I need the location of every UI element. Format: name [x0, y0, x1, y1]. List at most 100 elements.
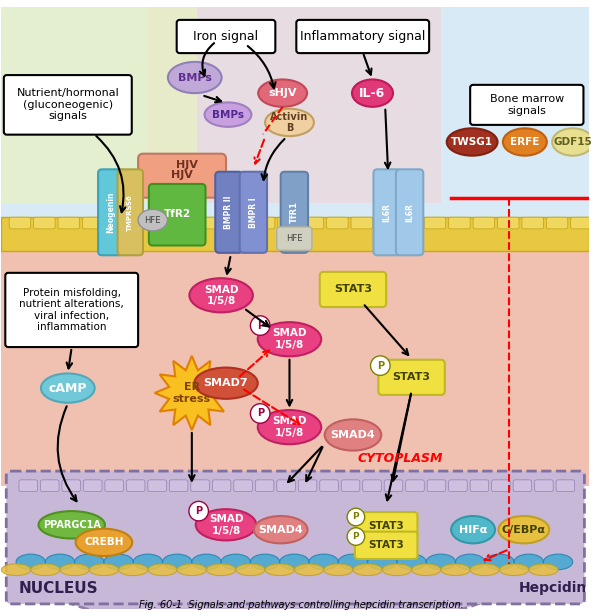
- Ellipse shape: [258, 410, 321, 444]
- Ellipse shape: [280, 554, 309, 570]
- FancyBboxPatch shape: [513, 480, 532, 492]
- FancyBboxPatch shape: [19, 480, 37, 492]
- FancyBboxPatch shape: [9, 217, 31, 229]
- Polygon shape: [148, 7, 441, 203]
- Text: IL6R: IL6R: [405, 203, 414, 222]
- Ellipse shape: [206, 564, 236, 575]
- Ellipse shape: [470, 564, 500, 575]
- Ellipse shape: [119, 564, 148, 575]
- FancyBboxPatch shape: [105, 480, 123, 492]
- Text: HJV: HJV: [176, 160, 198, 171]
- Text: ERFE: ERFE: [510, 137, 539, 147]
- Ellipse shape: [196, 509, 256, 540]
- Ellipse shape: [177, 564, 206, 575]
- Ellipse shape: [1, 564, 31, 575]
- Text: Bone marrow
signals: Bone marrow signals: [489, 94, 564, 116]
- Ellipse shape: [221, 554, 250, 570]
- Ellipse shape: [456, 554, 485, 570]
- Text: TMPRSS6: TMPRSS6: [127, 194, 133, 230]
- Text: Activin
B: Activin B: [270, 111, 309, 133]
- Ellipse shape: [133, 554, 163, 570]
- Polygon shape: [155, 356, 229, 430]
- FancyBboxPatch shape: [355, 512, 417, 540]
- Text: SMAD4: SMAD4: [330, 430, 375, 440]
- Ellipse shape: [163, 554, 192, 570]
- Ellipse shape: [368, 554, 397, 570]
- Ellipse shape: [104, 554, 133, 570]
- Text: ER
stress: ER stress: [173, 382, 211, 403]
- Text: SMAD
1/5/8: SMAD 1/5/8: [209, 514, 243, 535]
- FancyBboxPatch shape: [470, 480, 489, 492]
- FancyBboxPatch shape: [1, 217, 589, 251]
- FancyBboxPatch shape: [191, 480, 209, 492]
- Text: STAT3: STAT3: [368, 540, 404, 550]
- Text: Hepcidin: Hepcidin: [519, 582, 587, 595]
- Text: BMPR II: BMPR II: [225, 195, 234, 229]
- Circle shape: [250, 316, 270, 335]
- FancyBboxPatch shape: [376, 217, 397, 229]
- Text: Protein misfolding,
nutrient alterations,
viral infection,
inflammation: Protein misfolding, nutrient alterations…: [19, 288, 124, 333]
- Ellipse shape: [294, 564, 324, 575]
- Ellipse shape: [258, 79, 307, 107]
- Text: IL6R: IL6R: [383, 203, 392, 222]
- Ellipse shape: [11, 476, 539, 616]
- Text: STAT3: STAT3: [334, 285, 372, 294]
- Ellipse shape: [324, 564, 353, 575]
- Ellipse shape: [265, 564, 294, 575]
- Text: SMAD4: SMAD4: [258, 525, 303, 535]
- FancyBboxPatch shape: [229, 217, 250, 229]
- FancyBboxPatch shape: [424, 217, 445, 229]
- Text: IL-6: IL-6: [359, 87, 386, 100]
- Text: BMPs: BMPs: [178, 73, 212, 83]
- Ellipse shape: [75, 554, 104, 570]
- Ellipse shape: [324, 419, 381, 450]
- Text: Inflammatory signal: Inflammatory signal: [300, 30, 426, 43]
- FancyBboxPatch shape: [84, 480, 102, 492]
- Text: P: P: [377, 360, 384, 371]
- FancyBboxPatch shape: [240, 172, 267, 253]
- Ellipse shape: [353, 564, 382, 575]
- Ellipse shape: [485, 554, 514, 570]
- Polygon shape: [1, 222, 589, 486]
- Text: BMPs: BMPs: [212, 110, 244, 120]
- Ellipse shape: [192, 554, 221, 570]
- Ellipse shape: [309, 554, 338, 570]
- Text: P: P: [353, 513, 359, 522]
- FancyBboxPatch shape: [107, 217, 128, 229]
- FancyBboxPatch shape: [571, 217, 592, 229]
- FancyBboxPatch shape: [149, 184, 205, 246]
- Text: HFE: HFE: [286, 234, 303, 243]
- Ellipse shape: [254, 516, 308, 543]
- FancyBboxPatch shape: [156, 217, 177, 229]
- FancyBboxPatch shape: [205, 217, 226, 229]
- Ellipse shape: [514, 554, 544, 570]
- FancyBboxPatch shape: [448, 217, 470, 229]
- Ellipse shape: [16, 554, 45, 570]
- Text: CREBH: CREBH: [84, 537, 123, 548]
- Ellipse shape: [338, 554, 368, 570]
- FancyBboxPatch shape: [302, 217, 324, 229]
- FancyBboxPatch shape: [277, 480, 296, 492]
- FancyBboxPatch shape: [351, 217, 373, 229]
- Ellipse shape: [41, 373, 95, 403]
- FancyBboxPatch shape: [62, 480, 81, 492]
- FancyBboxPatch shape: [126, 480, 145, 492]
- FancyBboxPatch shape: [4, 75, 132, 135]
- FancyBboxPatch shape: [169, 480, 188, 492]
- Text: Iron signal: Iron signal: [193, 30, 259, 43]
- FancyBboxPatch shape: [497, 217, 519, 229]
- FancyBboxPatch shape: [213, 480, 231, 492]
- Ellipse shape: [205, 102, 252, 127]
- FancyBboxPatch shape: [492, 480, 510, 492]
- Ellipse shape: [503, 128, 547, 156]
- Ellipse shape: [426, 554, 456, 570]
- Text: cAMP: cAMP: [49, 381, 87, 395]
- Text: HJV: HJV: [171, 170, 193, 180]
- FancyBboxPatch shape: [384, 480, 403, 492]
- FancyBboxPatch shape: [278, 217, 299, 229]
- Ellipse shape: [441, 564, 470, 575]
- FancyBboxPatch shape: [379, 360, 445, 395]
- Text: PPARGC1A: PPARGC1A: [43, 520, 101, 530]
- Text: SMAD7: SMAD7: [203, 378, 248, 388]
- Text: HFE: HFE: [144, 216, 161, 225]
